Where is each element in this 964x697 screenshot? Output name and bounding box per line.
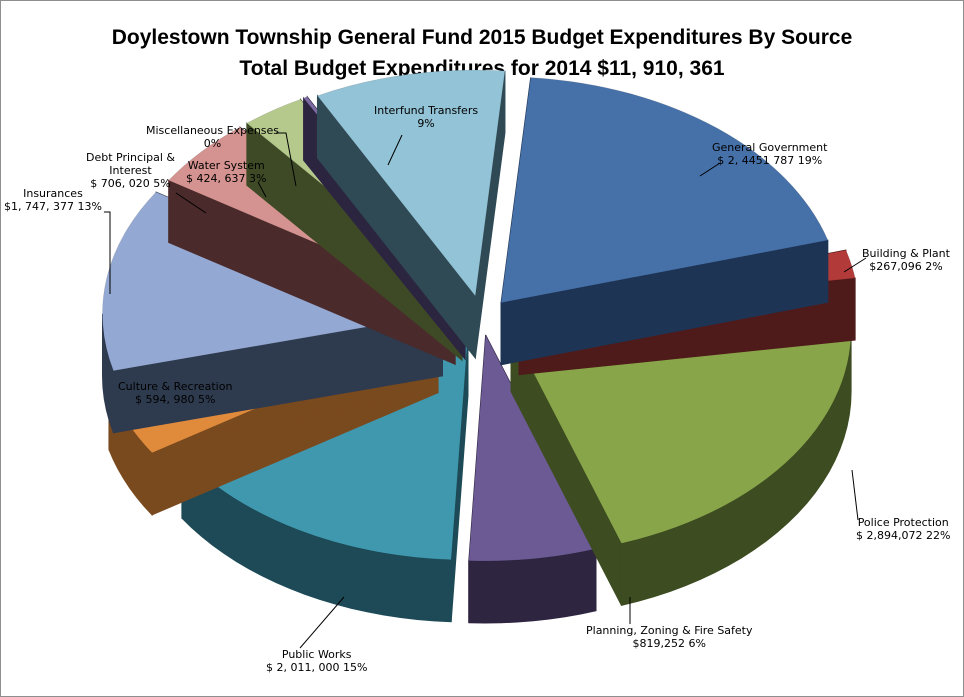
label-interfund-transfers: Interfund Transfers 9%: [374, 104, 479, 130]
pie-slice-general-government: [500, 77, 829, 366]
leader-general-government: [699, 162, 721, 177]
label-water-system: Water System $ 424, 637 3%: [186, 159, 267, 185]
label-insurances: Insurances $1, 747, 377 13%: [4, 187, 102, 213]
leader-police-protection: [851, 469, 859, 521]
label-culture-recreation: Culture & Recreation $ 594, 980 5%: [118, 380, 233, 406]
pie-slice-planning-zoning-fire-safety: [468, 333, 597, 624]
label-planning-zoning: Planning, Zoning & Fire Safety $819,252 …: [586, 624, 753, 650]
chart-title: Doylestown Township General Fund 2015 Bu…: [111, 26, 853, 49]
leader-building-plant: [843, 257, 867, 273]
label-police-protection: Police Protection $ 2,894,072 22%: [856, 516, 951, 542]
chart-subtitle: Total Budget Expenditures for 2014 $11, …: [239, 57, 725, 80]
label-building-plant: Building & Plant $267,096 2%: [862, 247, 950, 273]
leader-interfund-transfers: [387, 134, 403, 166]
leader-miscellaneous: [276, 132, 297, 187]
label-miscellaneous: Miscellaneous Expenses 0%: [146, 124, 280, 150]
leader-insurances: [104, 211, 111, 294]
label-general-government: General Government $ 2, 4451 787 19%: [712, 141, 828, 167]
leader-water-system: [257, 181, 267, 198]
pie-slice-interfund-transfers: [316, 69, 506, 360]
leader-debt-principal: [175, 192, 207, 214]
label-public-works: Public Works $ 2, 011, 000 15%: [266, 648, 368, 674]
label-debt-principal: Debt Principal & Interest $ 706, 020 5%: [86, 151, 175, 190]
leader-public-works: [299, 596, 345, 649]
